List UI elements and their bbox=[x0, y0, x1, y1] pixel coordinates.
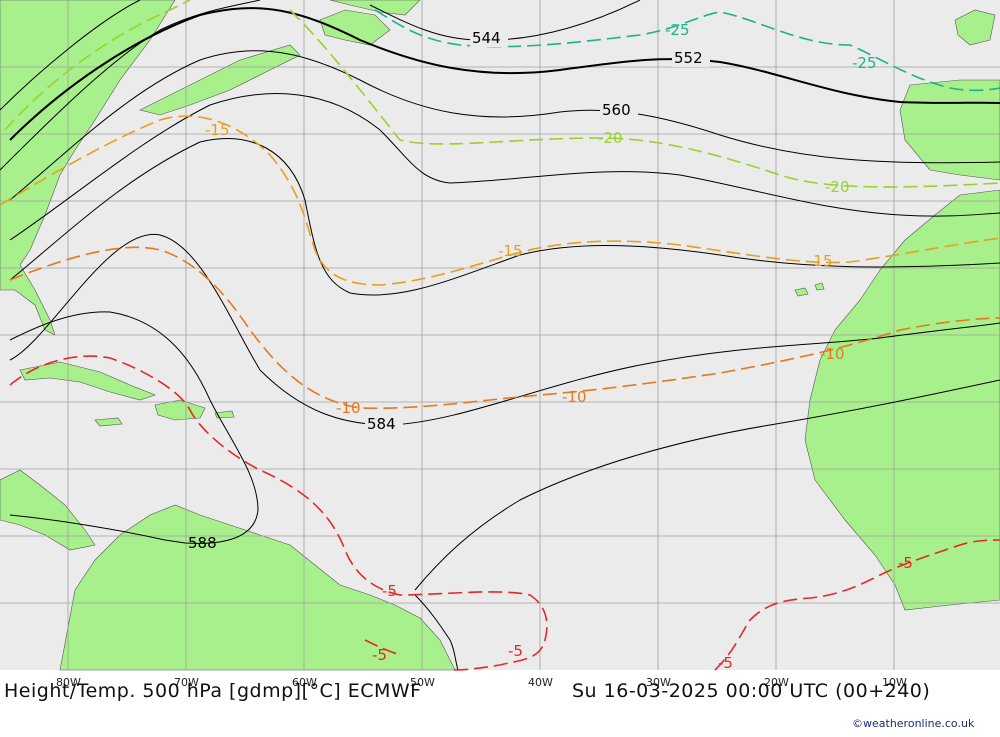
isotherm-minus20-main bbox=[4, 0, 1000, 188]
height-contour-north-1 bbox=[0, 0, 141, 111]
height-contour-560 bbox=[9, 50, 1000, 201]
longitude-labels: 80W 70W 60W 50W 40W 30W 20W 10W bbox=[56, 676, 907, 689]
height-contour-588-east bbox=[414, 379, 1000, 591]
lon-label-30w: 30W bbox=[646, 676, 671, 689]
land-north-america bbox=[0, 0, 176, 336]
isotherm-label-minus5-c: -5 bbox=[508, 642, 523, 660]
isotherm-label-minus10-a: -10 bbox=[336, 399, 361, 417]
isotherm-minus5-west bbox=[9, 355, 548, 671]
isotherm-label-minus25-b: -25 bbox=[852, 54, 877, 72]
height-label-588: 588 bbox=[188, 534, 217, 552]
isotherm-label-minus15-a: -15 bbox=[205, 121, 230, 139]
land-newfoundland bbox=[319, 9, 391, 46]
land-maritimes bbox=[139, 44, 301, 116]
height-contour-north-2 bbox=[0, 0, 261, 171]
land-central-america bbox=[0, 469, 96, 551]
height-contour-south-tail bbox=[414, 594, 459, 671]
isotherm-minus25-main bbox=[374, 9, 1000, 92]
lon-label-40w: 40W bbox=[528, 676, 553, 689]
lon-label-60w: 60W bbox=[292, 676, 317, 689]
credit-link[interactable]: ©weatheronline.co.uk bbox=[852, 717, 975, 730]
isotherm-label-minus10-c: -10 bbox=[820, 345, 845, 363]
isotherm-minus5-south bbox=[364, 639, 401, 656]
map-title: Height/Temp. 500 hPa [gdmp][°C] ECMWF bbox=[4, 680, 422, 702]
lon-label-20w: 20W bbox=[764, 676, 789, 689]
height-label-544: 544 bbox=[472, 29, 501, 47]
lat-lon-grid bbox=[0, 0, 1000, 670]
isotherm-label-minus20-b: -20 bbox=[825, 178, 850, 196]
height-contour-568 bbox=[9, 93, 1000, 241]
valid-time: Su 16-03-2025 00:00 UTC (00+240) bbox=[572, 680, 930, 702]
height-contours bbox=[0, 0, 1000, 671]
isotherm-label-minus15-c: -15 bbox=[808, 252, 833, 270]
land-puerto-rico bbox=[214, 410, 235, 419]
height-label-560: 560 bbox=[602, 101, 631, 119]
land-canaries bbox=[794, 282, 825, 297]
isotherm-label-minus5-b: -5 bbox=[372, 646, 387, 664]
isotherm-label-minus5-d: -5 bbox=[718, 654, 733, 672]
isotherm-label-minus25-a: -25 bbox=[665, 21, 690, 39]
height-label-552: 552 bbox=[674, 49, 703, 67]
lon-label-80w: 80W bbox=[56, 676, 81, 689]
land-jamaica bbox=[94, 417, 123, 427]
isotherms bbox=[0, 0, 1000, 671]
land-britain bbox=[954, 9, 996, 46]
isotherm-minus10-main bbox=[9, 246, 1000, 410]
height-contour-576 bbox=[9, 138, 1000, 296]
isotherm-label-minus15-b: -15 bbox=[498, 242, 523, 260]
height-label-584: 584 bbox=[367, 415, 396, 433]
height-contour-552 bbox=[9, 7, 1000, 141]
land-cuba bbox=[19, 361, 156, 401]
isotherm-label-minus5-a: -5 bbox=[382, 582, 397, 600]
lon-label-10w: 10W bbox=[882, 676, 907, 689]
isotherm-minus5-east bbox=[714, 539, 1000, 671]
isotherm-label-minus20-a: -20 bbox=[598, 129, 623, 147]
lon-label-70w: 70W bbox=[174, 676, 199, 689]
isotherm-label-minus5-e: -5 bbox=[898, 554, 913, 572]
lon-label-50w: 50W bbox=[410, 676, 435, 689]
contour-labels: 544 552 560 584 588 -25 -25 -20 -20 -15 … bbox=[188, 21, 913, 672]
land-iberia bbox=[899, 79, 1000, 181]
height-contour-588 bbox=[9, 311, 259, 544]
isotherm-label-minus10-b: -10 bbox=[562, 388, 587, 406]
isotherm-minus15-main bbox=[0, 115, 1000, 286]
land-south-america bbox=[59, 504, 456, 671]
